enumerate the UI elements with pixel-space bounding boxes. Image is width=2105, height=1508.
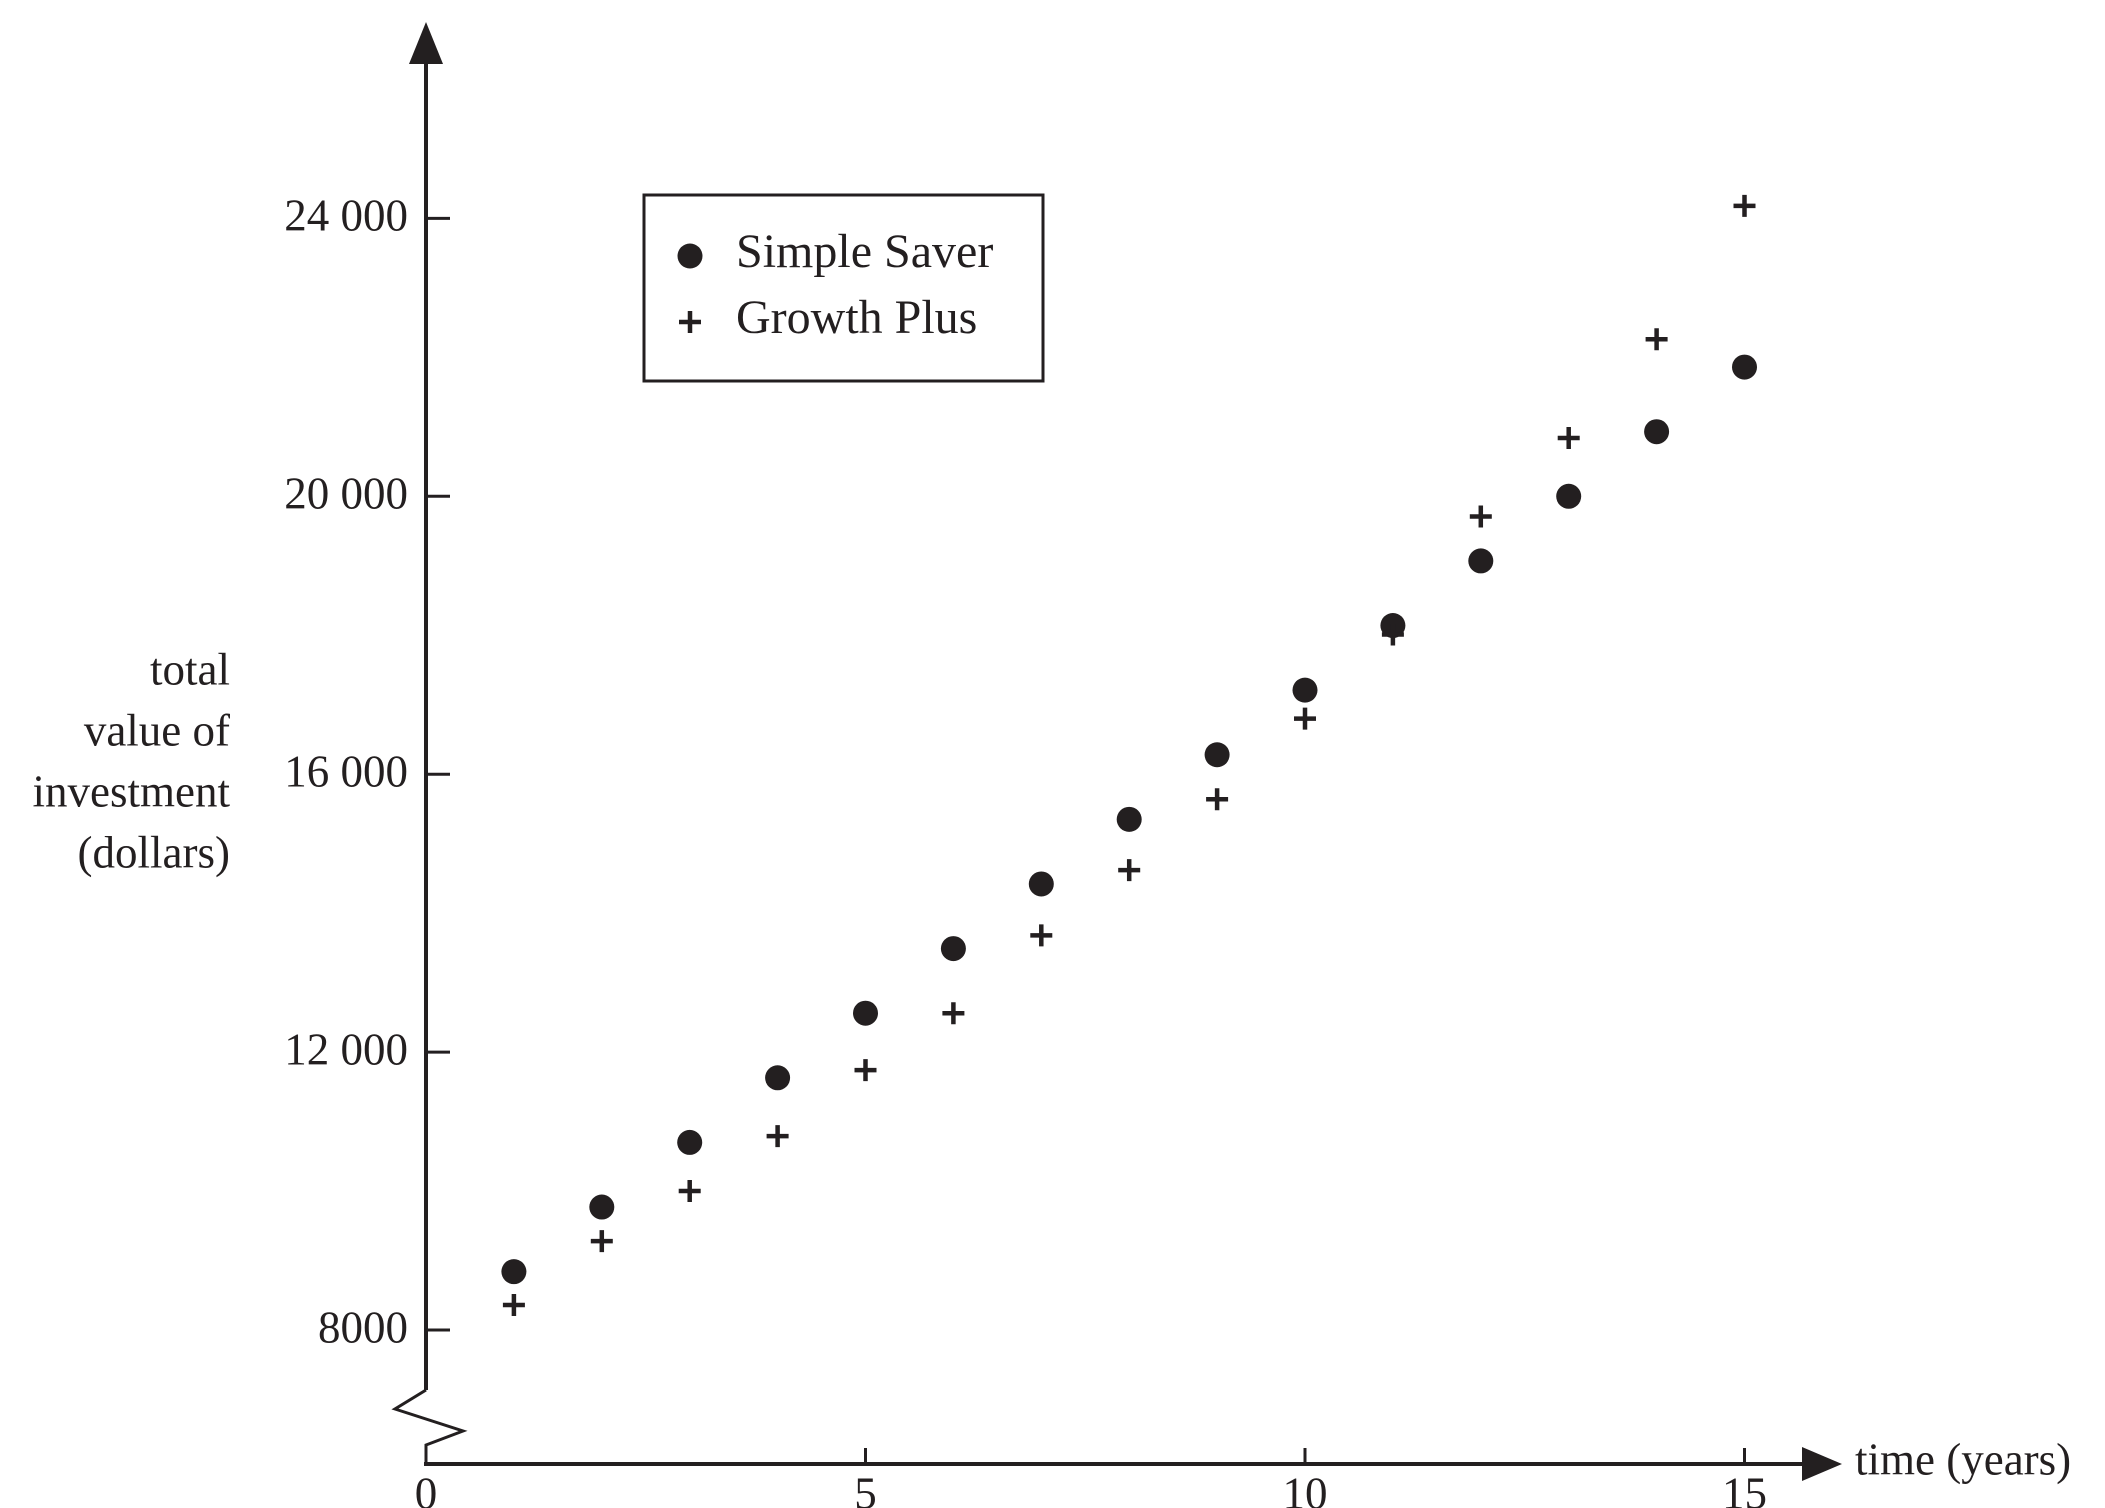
- data-point-plus: [1294, 707, 1316, 730]
- y-tick-label: 12 000: [284, 1024, 408, 1074]
- data-point-dot: [501, 1259, 527, 1285]
- x-axis-ticks: 0 5 10 15: [415, 1448, 1767, 1508]
- axes: [391, 22, 1842, 1481]
- data-point-dot: [1028, 871, 1054, 897]
- y-axis-title-line: investment: [33, 766, 231, 816]
- x-axis-title: time (years): [1855, 1434, 2071, 1484]
- data-point-dot: [1292, 677, 1318, 703]
- legend-plus-icon: [679, 311, 701, 333]
- data-point-dot: [677, 1129, 703, 1155]
- y-axis-break: [391, 1388, 468, 1464]
- legend: Simple Saver Growth Plus: [642, 193, 1045, 383]
- data-point-plus: [1645, 328, 1668, 351]
- y-tick-label: 16 000: [284, 747, 408, 797]
- data-point-plus: [1381, 623, 1404, 646]
- data-point-plus: [1469, 505, 1492, 528]
- y-tick-label: 8000: [318, 1302, 408, 1352]
- data-point-dot: [940, 936, 966, 962]
- data-point-dot: [1556, 483, 1582, 509]
- data-point-plus: [590, 1230, 613, 1253]
- y-tick-label: 24 000: [284, 191, 408, 241]
- data-point-dot: [1468, 548, 1494, 574]
- y-axis-ticks: 8000 12 000 16 000 20 000 24 000: [284, 191, 450, 1352]
- data-point-plus: [1733, 194, 1756, 217]
- x-tick-label: 10: [1283, 1468, 1328, 1508]
- data-point-dot: [1204, 742, 1230, 768]
- data-points: [501, 194, 1757, 1316]
- data-point-dot: [765, 1065, 791, 1091]
- y-axis-title-line: (dollars): [78, 827, 230, 877]
- data-point-plus: [766, 1125, 789, 1148]
- data-point-plus: [1118, 859, 1141, 882]
- x-tick-label: 0: [415, 1468, 438, 1508]
- x-axis-arrow: [1802, 1447, 1842, 1481]
- data-point-plus: [1206, 788, 1229, 811]
- y-axis-title: total value of investment (dollars): [33, 644, 231, 877]
- data-point-plus: [1557, 426, 1580, 449]
- legend-box: [642, 193, 1045, 383]
- data-point-dot: [1732, 354, 1757, 380]
- x-tick-label: 5: [854, 1468, 877, 1508]
- legend-label: Simple Saver: [736, 225, 993, 278]
- data-point-plus: [854, 1059, 877, 1082]
- x-axis-title-group: time (years): [1855, 1434, 2071, 1484]
- series-growth-plus: [502, 194, 1756, 1316]
- data-point-dot: [1644, 419, 1670, 445]
- data-point-dot: [853, 1000, 878, 1026]
- data-point-plus: [1030, 924, 1053, 947]
- data-point-plus: [942, 1002, 965, 1025]
- data-point-plus: [678, 1180, 701, 1203]
- data-point-dot: [1116, 806, 1142, 832]
- legend-label: Growth Plus: [736, 291, 977, 344]
- legend-dot-icon: [677, 243, 703, 269]
- y-axis-arrow: [409, 22, 443, 64]
- data-point-dot: [589, 1194, 615, 1220]
- y-axis-title-line: total: [150, 644, 230, 694]
- y-tick-label: 20 000: [284, 469, 408, 519]
- y-axis-title-line: value of: [84, 705, 230, 755]
- series-simple-saver: [501, 354, 1757, 1285]
- data-point-plus: [502, 1293, 525, 1316]
- x-tick-label: 15: [1722, 1468, 1767, 1508]
